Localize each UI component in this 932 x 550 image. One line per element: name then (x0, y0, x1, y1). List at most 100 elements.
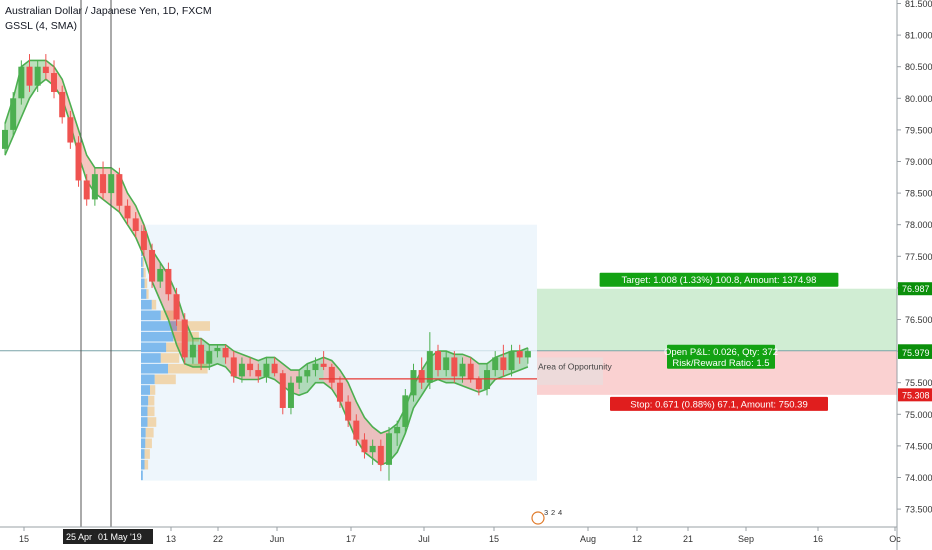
candle-body (222, 347, 229, 358)
profile-bar-up (141, 331, 174, 342)
candle (67, 110, 74, 149)
profile-bar-up (141, 321, 177, 331)
candle (34, 60, 41, 92)
time-axis[interactable]: 15 13 22 Jun 17 Jul 15 Aug 12 21 Sep 16 Oc 25 Apr '19… (0, 526, 901, 544)
target-label: Target: 1.008 (1.33%) 100.8, Amount: 137… (599, 272, 839, 287)
candle (10, 91, 17, 137)
candle (353, 414, 360, 446)
candle-body (26, 66, 33, 86)
candle (508, 344, 515, 377)
profile-bar-up (141, 427, 146, 438)
profile-bar-down (160, 353, 180, 363)
profile-bar-up (141, 267, 144, 278)
date-marker-text: 01 May '19 (98, 532, 142, 542)
date-marker-label: 01 May '19 (95, 529, 153, 544)
candle-body (353, 420, 360, 440)
candle-body (100, 174, 107, 194)
target-label-text: Target: 1.008 (1.33%) 100.8, Amount: 137… (622, 275, 817, 286)
candle-body (238, 363, 245, 377)
profile-bar-down (168, 363, 208, 374)
candle (132, 212, 139, 238)
candle-body (508, 351, 515, 371)
profile-bar-up (141, 363, 168, 374)
candle-body (443, 357, 450, 371)
area-label: Area of Opportunity (538, 361, 612, 371)
candle-body (402, 395, 409, 427)
profile-bar-down (142, 246, 144, 257)
event-count: 3 (544, 508, 548, 517)
candle (492, 351, 499, 377)
indicator-label[interactable]: GSSL (4, SMA) (5, 20, 77, 32)
candle-body (173, 294, 180, 320)
profile-bar-up (141, 406, 148, 417)
candle (124, 199, 131, 225)
price-tick-label: 80.000 (905, 94, 932, 104)
candle (140, 224, 147, 257)
candle-body (157, 268, 164, 282)
candle (312, 357, 319, 377)
stop-label-text: Stop: 0.671 (0.88%) 67.1, Amount: 750.39 (630, 399, 807, 410)
candle-body (516, 351, 523, 358)
candle-body (255, 370, 262, 377)
candle (108, 167, 115, 200)
candle-body (75, 142, 82, 181)
time-tick-label: 21 (683, 534, 693, 544)
candle (42, 54, 49, 80)
profile-bar-up (141, 417, 148, 427)
profile-bar-up (141, 470, 143, 481)
candle (369, 439, 376, 465)
profile-bar-down (154, 374, 176, 385)
candle (206, 344, 213, 371)
date-markers (80, 0, 112, 527)
profile-bar-down (145, 438, 152, 449)
candle (26, 54, 33, 92)
candle-body (426, 351, 433, 383)
profile-bar-up (141, 310, 161, 321)
candles[interactable] (2, 54, 531, 481)
time-tick-label: Jun (270, 534, 285, 544)
candle-body (132, 218, 139, 232)
candle-body (149, 249, 156, 282)
time-tick-label: 17 (346, 534, 356, 544)
rr-text: Risk/Reward Ratio: 1.5 (672, 358, 769, 369)
date-marker-text: 25 Apr '19 (66, 532, 106, 542)
candle-body (18, 66, 25, 99)
event-circle (531, 511, 545, 525)
profile-bar-down (145, 427, 154, 438)
candle-body (484, 370, 491, 390)
candle (516, 344, 523, 364)
profile-bar-up (141, 385, 150, 395)
time-tick-label: 15 (19, 534, 29, 544)
candle-body (418, 370, 425, 383)
candle (157, 262, 164, 288)
candle (279, 370, 286, 415)
candle-body (492, 357, 499, 371)
target-label-bg (599, 272, 839, 287)
price-axis[interactable]: 81.500 81.000 80.500 80.000 79.500 79.000 78.5… (896, 0, 932, 550)
candle-body (214, 347, 221, 352)
candle (435, 344, 442, 377)
event-count: 2 (551, 508, 555, 517)
time-tick-label: 16 (813, 534, 823, 544)
candle-body (34, 66, 41, 86)
date-marker-bg (95, 529, 153, 544)
candle-body (394, 426, 401, 434)
candle (361, 433, 368, 459)
candle-body (83, 180, 90, 200)
candle (263, 357, 270, 383)
candle (75, 136, 82, 187)
candle-body (116, 174, 123, 206)
candle-body (467, 363, 474, 380)
candle (410, 363, 417, 402)
candle-body (140, 231, 147, 250)
candle (255, 363, 262, 383)
profile-bar-down (144, 459, 149, 470)
candle (402, 389, 409, 434)
candle (51, 60, 58, 99)
candle-body (108, 174, 115, 194)
price-tag-label: 75.979 (902, 348, 930, 358)
profile-bar-up (141, 374, 155, 385)
